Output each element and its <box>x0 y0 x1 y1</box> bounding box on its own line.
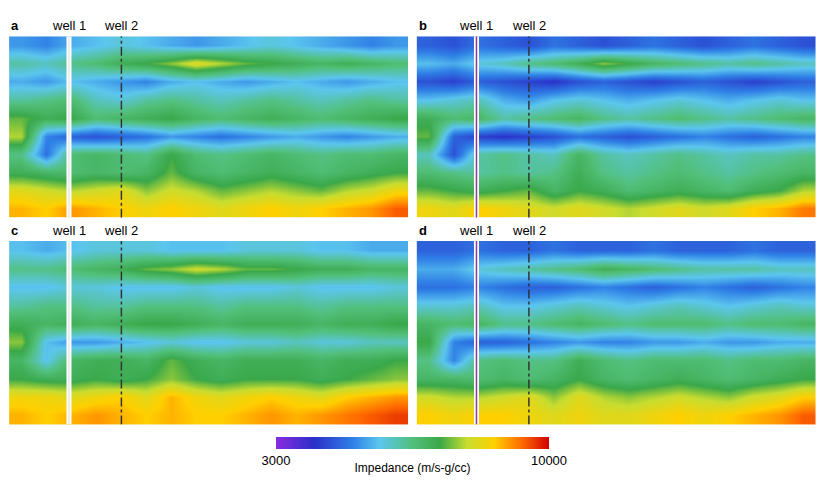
svg-text:d: d <box>419 223 427 238</box>
svg-text:b: b <box>419 18 427 33</box>
svg-text:well 2: well 2 <box>512 223 546 238</box>
svg-text:c: c <box>11 223 18 238</box>
svg-text:well 1: well 1 <box>52 18 86 33</box>
svg-text:3000: 3000 <box>262 453 291 468</box>
svg-text:well 2: well 2 <box>104 18 138 33</box>
svg-text:well 1: well 1 <box>459 223 493 238</box>
svg-text:well 2: well 2 <box>104 223 138 238</box>
svg-text:well 1: well 1 <box>52 223 86 238</box>
svg-text:a: a <box>11 18 19 33</box>
svg-text:10000: 10000 <box>531 453 567 468</box>
svg-text:well 2: well 2 <box>512 18 546 33</box>
svg-text:Impedance (m/s-g/cc): Impedance (m/s-g/cc) <box>354 461 470 475</box>
svg-text:well 1: well 1 <box>459 18 493 33</box>
